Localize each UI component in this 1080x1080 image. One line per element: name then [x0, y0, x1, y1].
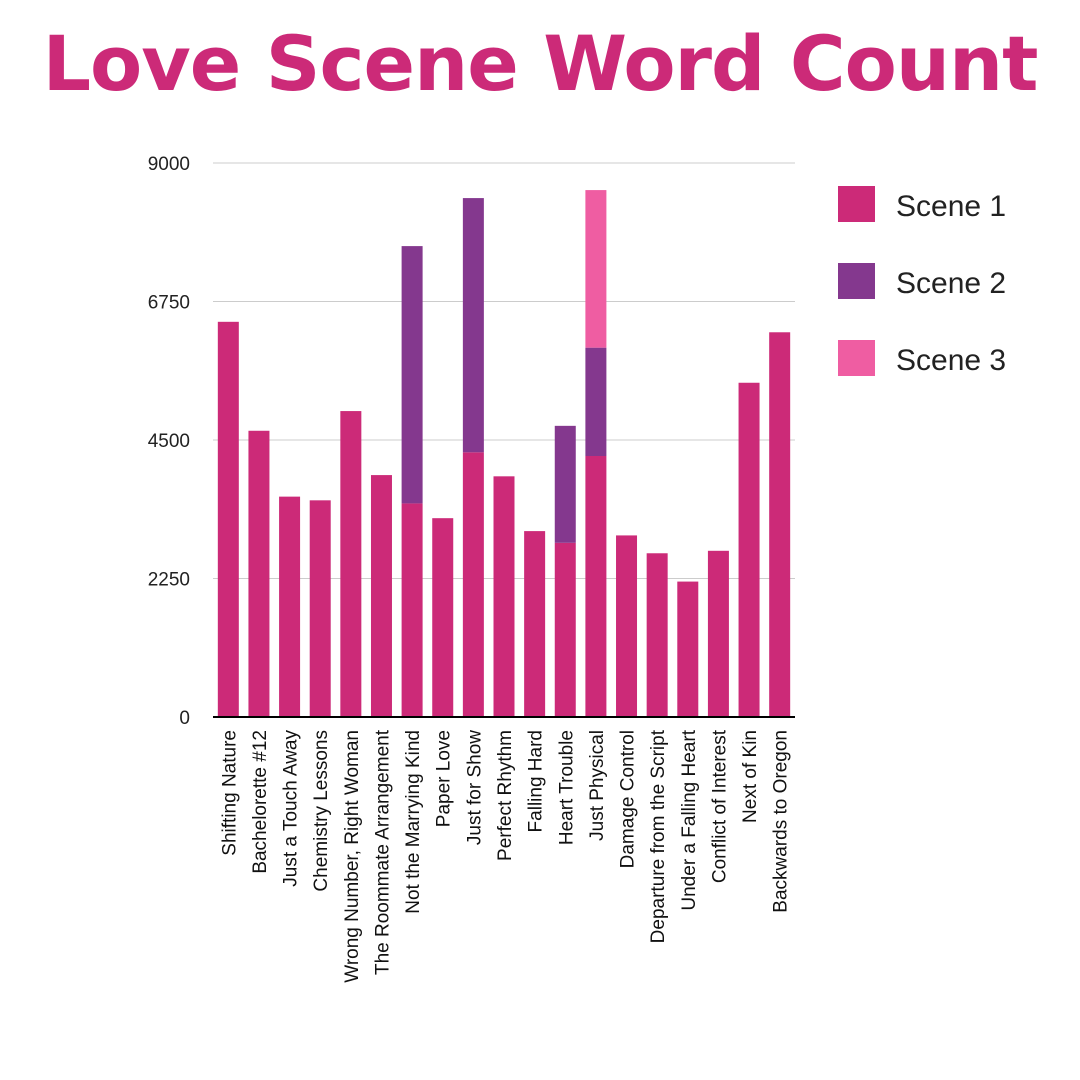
x-tick-label: Under a Falling Heart — [679, 729, 700, 910]
bar-scene-2 — [585, 347, 607, 457]
bar-scene-1 — [646, 553, 668, 717]
x-tick-label: The Roommate Arrangement — [372, 729, 393, 975]
x-tick-label: Heart Trouble — [556, 730, 577, 845]
x-tick-label: Wrong Number, Right Woman — [342, 730, 363, 983]
y-tick-label: 6750 — [148, 293, 190, 314]
bar-scene-1 — [707, 550, 729, 717]
bar-scene-1 — [493, 476, 515, 717]
x-tick-label: Next of Kin — [740, 730, 761, 823]
bar-scene-2 — [554, 425, 576, 543]
x-tick-label: Just a Touch Away — [281, 730, 302, 887]
y-axis-ticks: 0 2250 4500 6750 9000 — [148, 154, 190, 729]
chart-title: Love Scene Word Count — [42, 19, 1039, 108]
bar-scene-1 — [738, 382, 760, 717]
bar-scene-1 — [554, 542, 576, 717]
y-tick-label: 9000 — [148, 154, 190, 175]
legend-swatch — [838, 263, 875, 299]
x-tick-label: Shifting Nature — [219, 730, 240, 856]
x-tick-label: Departure from the Script — [648, 729, 669, 943]
x-tick-label: Bachelorette #12 — [250, 730, 271, 874]
bar-scene-3 — [585, 190, 607, 348]
bar-scene-1 — [524, 531, 546, 717]
bar-scene-2 — [401, 246, 423, 504]
bar-scene-1 — [279, 496, 301, 717]
bars — [217, 190, 791, 717]
x-tick-label: Perfect Rhythm — [495, 730, 516, 861]
bar-scene-1 — [432, 518, 454, 717]
x-tick-label: Just Physical — [587, 730, 608, 841]
bar-scene-1 — [248, 430, 270, 717]
x-tick-label: Damage Control — [618, 730, 639, 868]
bar-scene-1 — [769, 332, 791, 717]
y-tick-label: 2250 — [148, 570, 190, 591]
x-tick-label: Paper Love — [434, 730, 455, 827]
bar-scene-1 — [309, 500, 331, 717]
bar-scene-1 — [401, 503, 423, 717]
y-tick-label: 4500 — [148, 431, 190, 452]
legend-swatch — [838, 186, 875, 222]
legend-label: Scene 3 — [896, 344, 1006, 377]
x-tick-label: Chemistry Lessons — [311, 730, 332, 892]
bar-scene-2 — [462, 198, 484, 453]
legend-label: Scene 1 — [896, 190, 1006, 223]
legend: Scene 1 Scene 2 Scene 3 — [838, 186, 1006, 377]
bar-scene-1 — [462, 452, 484, 717]
y-tick-label: 0 — [179, 708, 190, 729]
bar-scene-1 — [585, 456, 607, 717]
x-axis-ticks: Shifting Nature Bachelorette #12 Just a To… — [219, 729, 791, 982]
bar-scene-1 — [340, 411, 362, 717]
bar-scene-1 — [616, 535, 638, 717]
x-tick-label: Just for Show — [464, 730, 485, 845]
x-tick-label: Backwards to Oregon — [771, 730, 792, 913]
x-tick-label: Falling Hard — [526, 730, 547, 832]
bar-scene-1 — [677, 581, 699, 717]
x-tick-label: Conflict of Interest — [709, 729, 730, 883]
legend-swatch — [838, 340, 875, 376]
bar-scene-1 — [370, 475, 392, 717]
x-tick-label: Not the Marrying Kind — [403, 730, 424, 914]
bar-scene-1 — [217, 321, 239, 717]
legend-label: Scene 2 — [896, 267, 1006, 300]
